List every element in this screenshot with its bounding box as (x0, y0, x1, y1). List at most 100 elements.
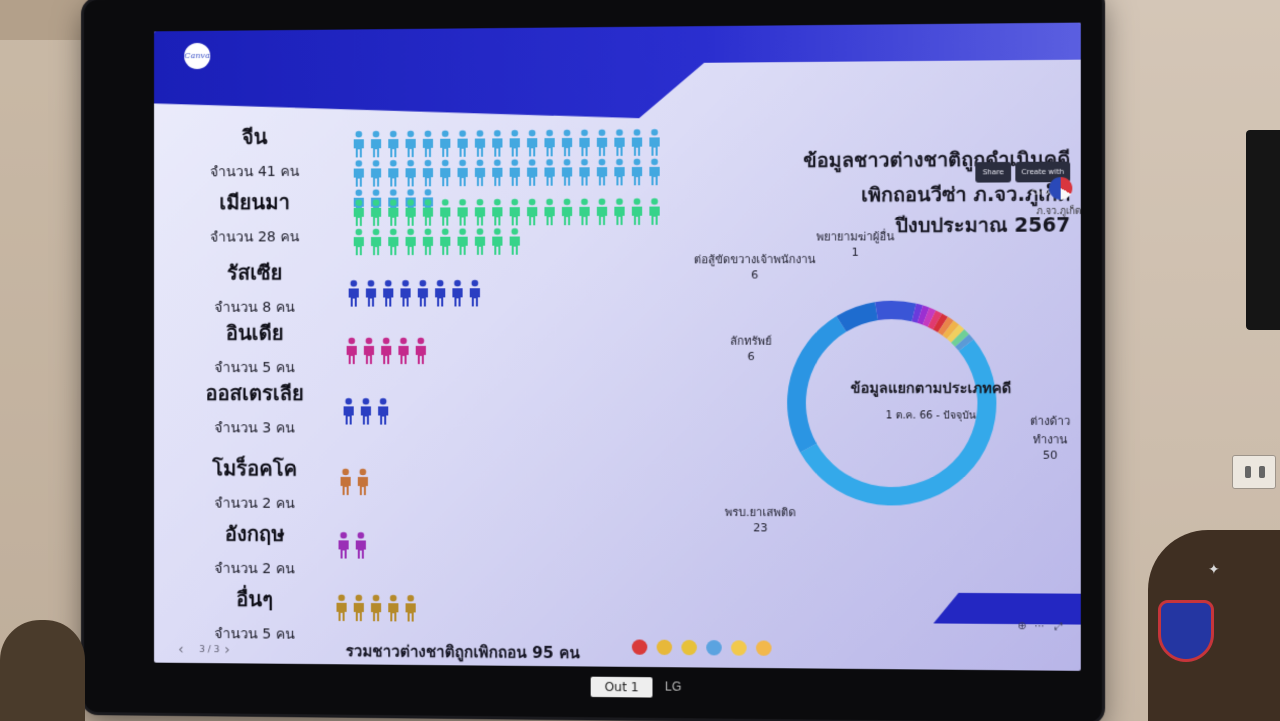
share-button[interactable]: Share (975, 162, 1011, 183)
person-icon (344, 337, 360, 365)
label-narcotics: พรบ.ยาเสพติด 23 (725, 503, 796, 535)
person-icon (420, 130, 436, 158)
person-icon (524, 198, 540, 226)
person-icon (385, 159, 401, 187)
person-icon (524, 129, 540, 157)
presentation-screen: Canva จีน จำนวน 41 คน เมียนมา จำนวน 28 คน รั… (154, 23, 1081, 671)
donut-center-subtitle: 1 ต.ค. 66 - ปัจจุบัน (834, 408, 1028, 424)
country-count: จำนวน 5 คน (154, 357, 356, 379)
person-icon (611, 128, 627, 157)
reaction-emoji-icon[interactable] (632, 639, 647, 654)
person-icon (385, 228, 401, 256)
person-icon (611, 158, 627, 187)
person-icon (594, 129, 610, 158)
more-icon[interactable]: ··· (1034, 621, 1044, 632)
person-icon (335, 531, 351, 559)
country-count: จำนวน 8 คน (154, 297, 356, 319)
person-icon (472, 198, 488, 226)
title-line-2: เพิกถอนวีซ่า ภ.จว.ภูเก็ต ปีงบประมาณ 2567 (766, 179, 1070, 242)
country-count: จำนวน 3 คน (154, 417, 356, 440)
label-theft: ลักทรัพย์ 6 (730, 332, 772, 364)
prev-page-button[interactable]: ‹ (178, 642, 184, 658)
person-icon (402, 159, 418, 187)
person-icon (380, 279, 396, 307)
person-icon (489, 129, 505, 157)
people-pictogram (341, 397, 545, 426)
person-icon (378, 337, 394, 365)
reaction-emoji-icon[interactable] (706, 640, 722, 655)
country-block: อื่นๆ จำนวน 5 คน (154, 582, 356, 646)
person-icon (507, 129, 523, 157)
person-icon (646, 197, 663, 226)
person-icon (629, 158, 645, 187)
person-icon (402, 594, 418, 622)
person-icon (341, 397, 357, 425)
person-icon (646, 128, 663, 157)
person-icon (385, 130, 401, 158)
person-icon (355, 468, 371, 496)
donut-center-title: ข้อมูลแยกตามประเภทคดี (834, 377, 1028, 400)
donut-center: ข้อมูลแยกตามประเภทคดี 1 ต.ค. 66 - ปัจจุบ… (834, 377, 1028, 423)
person-icon (432, 279, 448, 307)
country-name: อังกฤษ (154, 517, 356, 550)
person-icon (351, 228, 367, 256)
person-icon (576, 158, 592, 186)
person-icon (489, 198, 505, 226)
people-pictogram (344, 337, 548, 365)
person-icon (437, 130, 453, 158)
next-page-button[interactable]: › (224, 642, 230, 658)
rank-insignia-icon: ✦ (1208, 562, 1220, 578)
person-icon (333, 594, 349, 622)
person-icon (361, 337, 377, 365)
person-icon (629, 128, 645, 157)
reaction-emoji-icon[interactable] (657, 640, 672, 655)
total-summary: รวมชาวต่างชาติถูกเพิกถอน 95 คน (346, 639, 580, 665)
person-icon (454, 198, 470, 226)
person-icon (454, 129, 470, 157)
country-name: อื่นๆ (154, 582, 356, 616)
person-icon (338, 468, 354, 496)
person-icon (576, 129, 592, 158)
reaction-emoji-icon[interactable] (756, 640, 772, 655)
person-icon (368, 594, 384, 622)
person-icon (472, 228, 488, 256)
person-icon (363, 279, 379, 307)
person-icon (395, 337, 411, 365)
person-icon (524, 158, 540, 186)
people-pictogram (338, 468, 542, 497)
person-icon (375, 397, 391, 425)
person-icon (437, 228, 453, 256)
person-icon (576, 198, 592, 226)
country-count: จำนวน 28 คน (154, 226, 356, 249)
people-pictogram (351, 197, 679, 256)
donut-segment (875, 301, 916, 322)
person-icon (402, 228, 418, 256)
country-name: โมร็อคโค (154, 452, 356, 485)
country-block: รัสเซีย จำนวน 8 คน (154, 256, 356, 319)
country-name: จีน (154, 120, 356, 153)
zoom-icon[interactable]: ⊕ (1017, 621, 1026, 632)
person-icon (346, 279, 362, 307)
person-icon (437, 198, 453, 226)
person-icon (489, 159, 505, 187)
police-seal-icon (1049, 177, 1072, 200)
person-icon (467, 279, 483, 307)
reaction-emoji-icon[interactable] (681, 640, 697, 655)
person-icon (351, 130, 367, 158)
person-icon (351, 594, 367, 622)
page-indicator: 3 / 3 (199, 645, 219, 655)
person-icon (397, 279, 413, 307)
person-icon (385, 594, 401, 622)
country-count: จำนวน 41 คน (154, 160, 356, 183)
canva-logo: Canva (184, 43, 210, 69)
person-icon (629, 197, 645, 226)
person-icon (368, 199, 384, 227)
fullscreen-icon[interactable]: ⤢ (1054, 621, 1062, 632)
person-icon (472, 159, 488, 187)
reaction-emoji-icon[interactable] (731, 640, 747, 655)
bottom-banner (933, 593, 1080, 625)
people-pictogram (346, 279, 550, 308)
person-icon (646, 158, 663, 187)
person-icon (385, 199, 401, 227)
tv-input-label: Out 1 (591, 677, 653, 698)
